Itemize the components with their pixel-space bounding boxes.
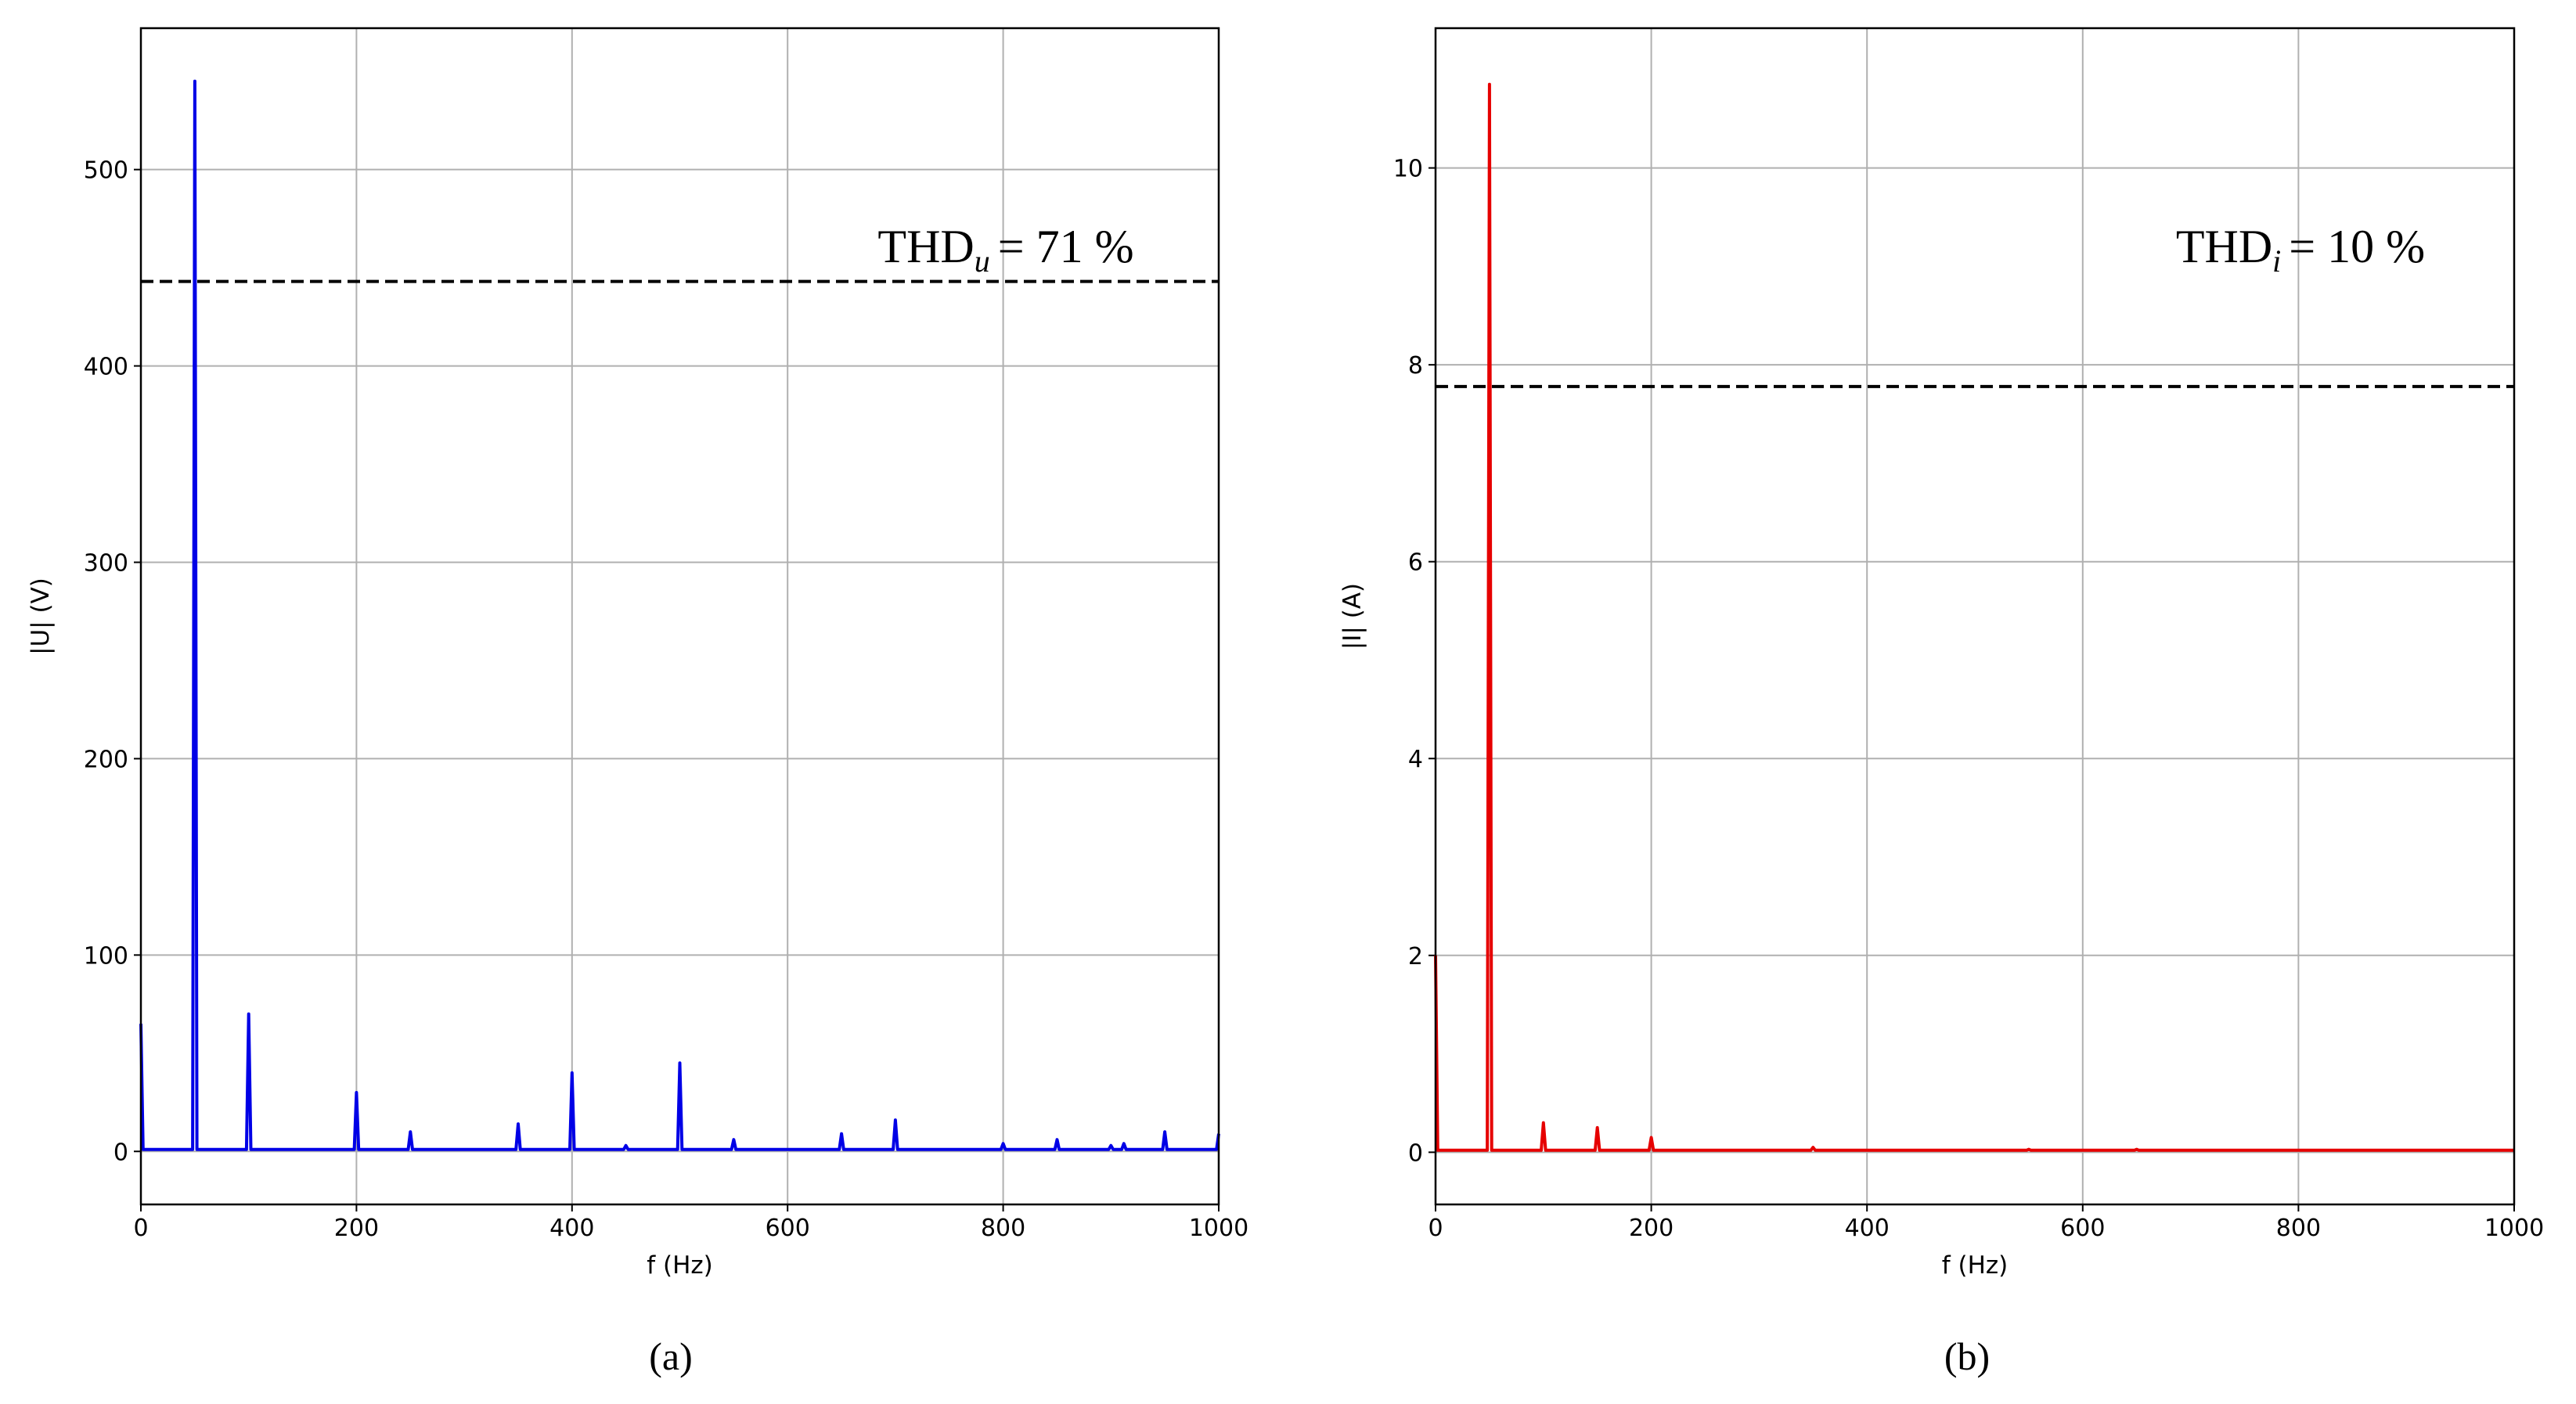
y-tick-label: 4 [1408,746,1423,773]
x-tick-label: 200 [334,1215,379,1242]
x-tick-label: 600 [766,1215,810,1242]
y-tick-label: 8 [1408,352,1423,380]
annotation-main: THD [877,221,974,272]
annotation-sub: u [975,243,990,279]
y-tick-label: 2 [1408,943,1423,970]
y-tick-label: 300 [84,549,128,577]
annotation-rest: = 10 % [2289,221,2425,272]
x-tick-label: 800 [2276,1215,2321,1242]
annotation: THDu = 71 % [877,221,1133,279]
spectrum-line [139,79,1220,1151]
x-tick-label: 0 [133,1215,148,1242]
annotation-main: THD [2176,221,2272,272]
y-tick-label: 100 [84,942,128,970]
annotation-rest: = 71 % [998,221,1134,272]
x-tick-label: 0 [1428,1215,1443,1242]
x-tick-label: 200 [1629,1215,1673,1242]
spectrum-line [1434,82,2514,1152]
x-tick-label: 600 [2060,1215,2105,1242]
x-tick-label: 800 [981,1215,1025,1242]
panel: 0 200 400 600 800 1000 0 2 4 6 8 10 f (Hz) |I| (A) THD… [1338,27,2544,1378]
caption: (a) [649,1334,693,1378]
y-tick-label: 0 [1408,1139,1423,1167]
y-axis-label: |U| (V) [27,578,55,655]
caption: (b) [1944,1334,1990,1378]
y-tick-label: 400 [84,354,128,381]
x-axis-label: f (Hz) [1942,1251,2009,1280]
y-axis-label: |I| (A) [1338,583,1367,650]
y-tick-label: 0 [113,1139,128,1166]
x-tick-label: 400 [549,1215,594,1242]
y-tick-label: 500 [84,157,128,185]
x-tick-label: 400 [1845,1215,1890,1242]
y-tick-label: 200 [84,746,128,773]
y-tick-label: 6 [1408,549,1423,577]
panel: 0 200 400 600 800 1000 0 100 200 300 400 500 f (Hz) |… [27,27,1248,1378]
x-tick-label: 1000 [2484,1215,2544,1242]
plot-frame [139,27,1220,1206]
plot-frame [1434,27,2516,1206]
x-tick-label: 1000 [1189,1215,1248,1242]
x-axis-label: f (Hz) [647,1251,713,1280]
annotation-sub: i [2272,243,2281,279]
y-tick-label: 10 [1393,156,1423,183]
annotation: THDi = 10 % [2176,221,2425,279]
